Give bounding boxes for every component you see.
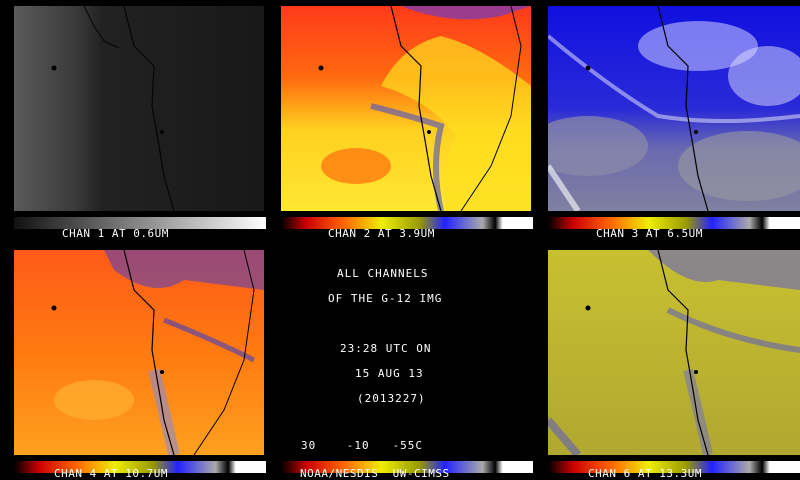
chan6-image — [548, 250, 800, 455]
chan1-colorbar — [14, 214, 266, 229]
temperature-scale-text: 30 -10 -55C — [301, 439, 423, 452]
chan4-label: CHAN 4 AT 10.7UM — [54, 467, 168, 480]
chan3-image — [548, 6, 800, 211]
date-text: 15 AUG 13 — [355, 367, 424, 380]
title-line-2: OF THE G-12 IMG — [328, 292, 443, 305]
credit-text: NOAA/NESDIS UW-CIMSS — [300, 467, 450, 480]
title-line-1: ALL CHANNELS — [337, 267, 429, 280]
chan1-label: CHAN 1 AT 0.6UM — [62, 227, 169, 240]
chan4-image — [14, 250, 264, 455]
julian-date-text: (2013227) — [357, 392, 426, 405]
chan3-label: CHAN 3 AT 6.5UM — [596, 227, 703, 240]
chan6-label: CHAN 6 AT 13.3UM — [588, 467, 702, 480]
temperature-colorbar — [281, 458, 533, 473]
time-text: 23:28 UTC ON — [340, 342, 432, 355]
chan6-colorbar — [548, 458, 800, 473]
chan2-colorbar — [281, 214, 533, 229]
chan3-colorbar — [548, 214, 800, 229]
chan2-label: CHAN 2 AT 3.9UM — [328, 227, 435, 240]
chan1-image — [14, 6, 264, 211]
chan4-colorbar — [14, 458, 266, 473]
chan2-image — [281, 6, 531, 211]
